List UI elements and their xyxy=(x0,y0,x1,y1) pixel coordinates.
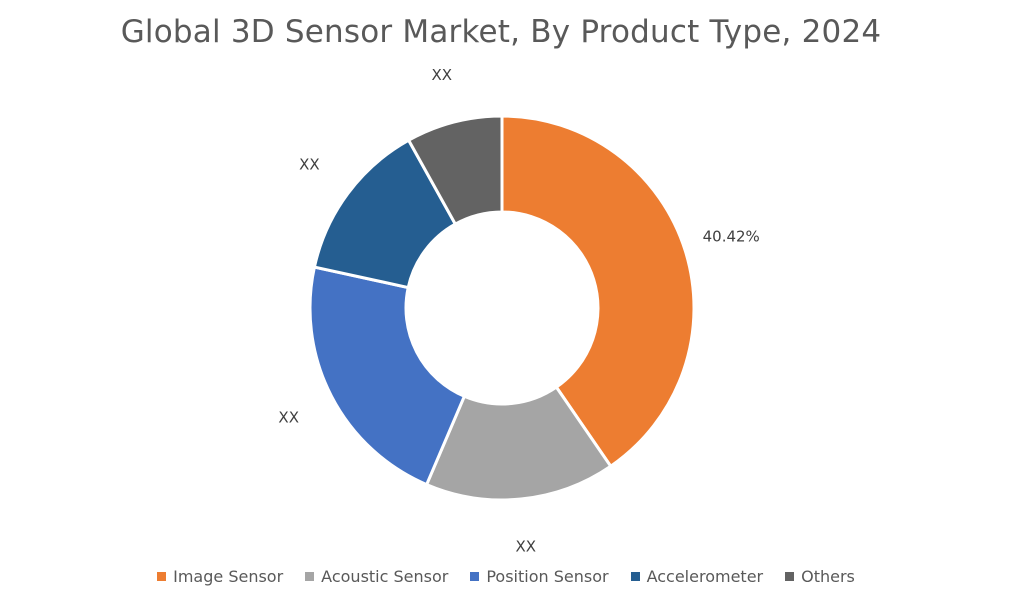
chart-title: Global 3D Sensor Market, By Product Type… xyxy=(120,14,882,50)
data-label-image-sensor: 40.42% xyxy=(703,227,760,245)
legend-swatch xyxy=(157,572,167,581)
slice-others xyxy=(406,114,504,227)
legend-label: Position Sensor xyxy=(486,567,609,586)
slice-accelerometer xyxy=(312,138,458,290)
data-label-acoustic-sensor: XX xyxy=(516,537,537,555)
legend-label: Image Sensor xyxy=(173,567,284,586)
legend-item-acoustic-sensor: Acoustic Sensor xyxy=(305,567,448,586)
chart-legend: Image Sensor Acoustic Sensor Position Sens… xyxy=(0,567,1012,586)
slice-acoustic-sensor xyxy=(424,385,613,502)
data-label-position-sensor: XX xyxy=(278,409,299,427)
data-label-others: XX xyxy=(431,66,452,84)
slice-position-sensor xyxy=(308,265,467,487)
legend-swatch xyxy=(305,572,315,581)
legend-label: Accelerometer xyxy=(646,567,764,586)
legend-swatch xyxy=(630,572,640,581)
legend-label: Others xyxy=(801,567,855,586)
legend-item-others: Others xyxy=(785,567,855,586)
legend-swatch xyxy=(785,572,795,581)
data-label-accelerometer: XX xyxy=(299,155,320,173)
legend-item-image-sensor: Image Sensor xyxy=(157,567,283,586)
legend-label: Acoustic Sensor xyxy=(321,567,449,586)
legend-item-position-sensor: Position Sensor xyxy=(470,567,609,586)
legend-swatch xyxy=(470,572,480,581)
legend-item-accelerometer: Accelerometer xyxy=(630,567,764,586)
slice-image-sensor xyxy=(500,114,696,469)
